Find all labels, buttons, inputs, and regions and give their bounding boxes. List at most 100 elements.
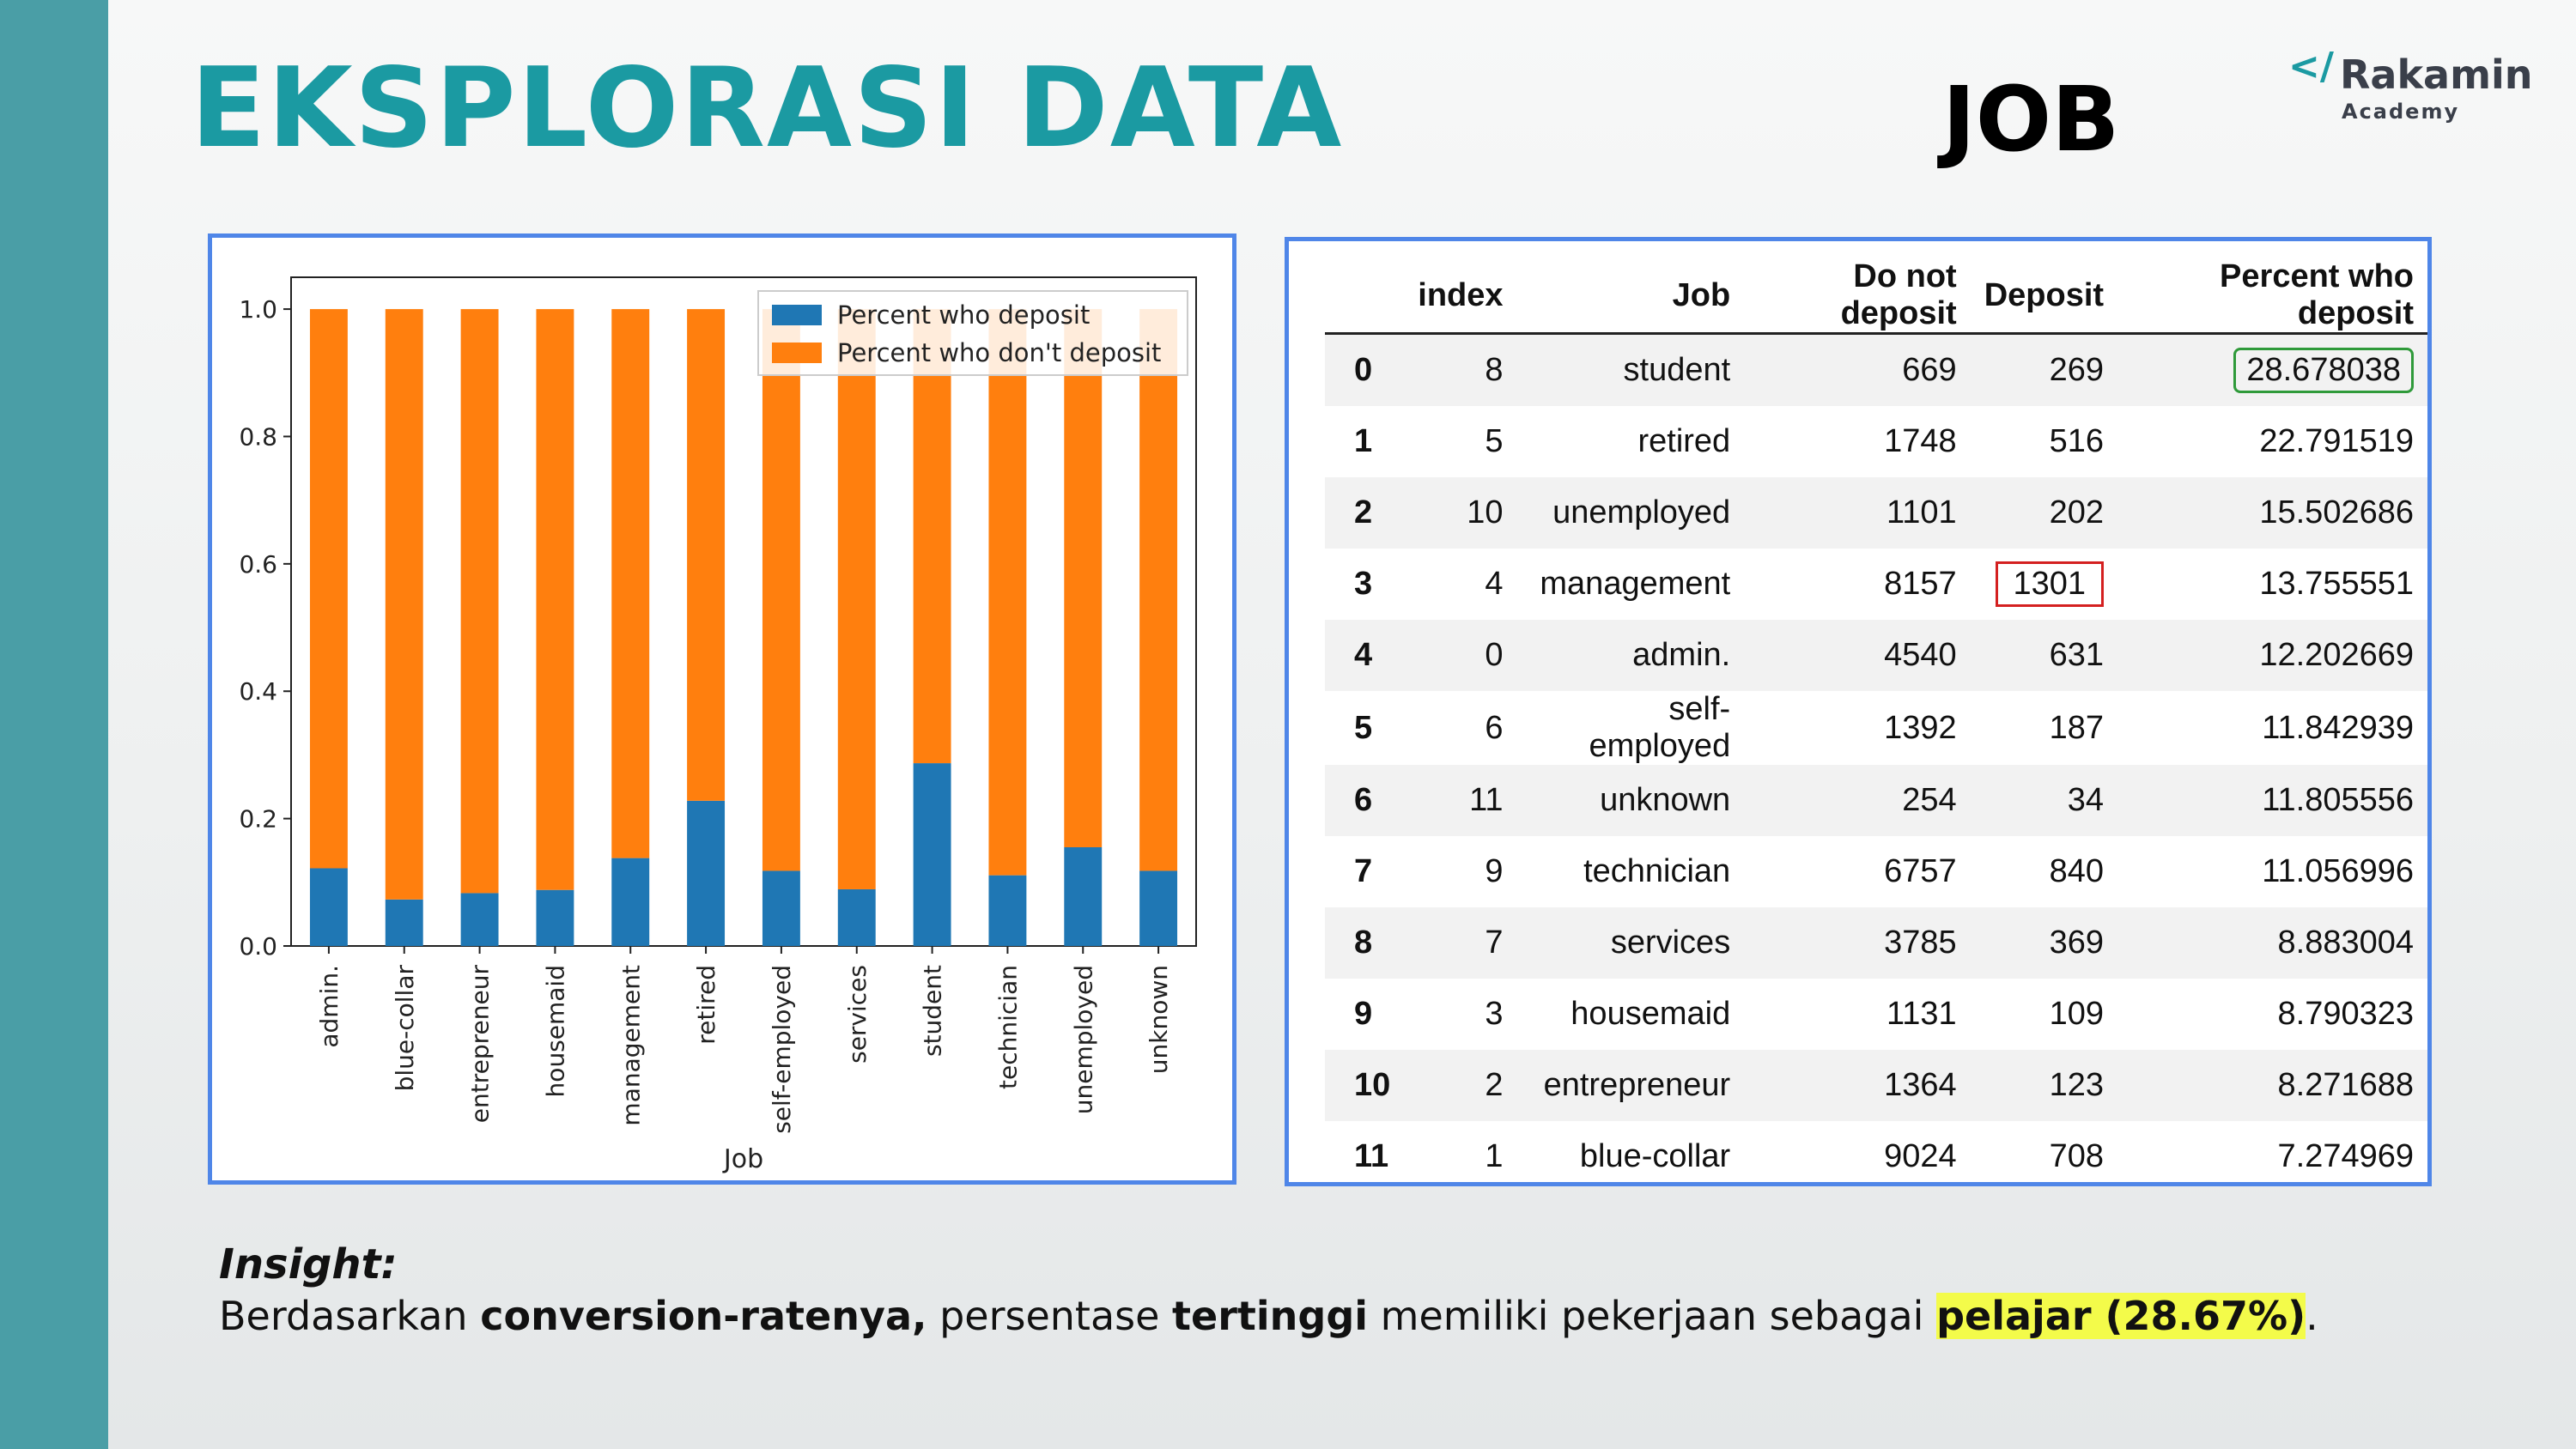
table-cell: 13.755551 bbox=[2259, 566, 2414, 602]
insight-part: memiliki pekerjaan sebagai bbox=[1368, 1293, 1937, 1339]
table-cell: 1101 bbox=[1744, 477, 1971, 549]
table-cell: 2 bbox=[1325, 477, 1405, 549]
logo-mark-icon: </ bbox=[2288, 45, 2334, 88]
insight-label: Insight: bbox=[219, 1240, 398, 1288]
legend-box bbox=[757, 290, 1188, 376]
bar-deposit bbox=[913, 763, 951, 946]
table-cell: 4540 bbox=[1744, 620, 1971, 691]
table-cell: 0 bbox=[1325, 333, 1405, 406]
table-cell: student bbox=[1516, 333, 1745, 406]
bar-no-deposit bbox=[460, 309, 499, 894]
table-cell: 1392 bbox=[1884, 709, 1957, 746]
table-cell: retired bbox=[1637, 423, 1731, 459]
table-cell: admin. bbox=[1516, 620, 1745, 691]
table-cell: 8157 bbox=[1884, 566, 1957, 602]
table-cell: 7 bbox=[1354, 853, 1373, 889]
table-cell: 9 bbox=[1354, 996, 1373, 1032]
bar-no-deposit bbox=[762, 309, 800, 871]
table-cell: 123 bbox=[1970, 1050, 2118, 1121]
bar-deposit bbox=[837, 888, 876, 946]
table-header-cell: index bbox=[1404, 258, 1517, 335]
table-cell: services bbox=[1516, 907, 1745, 979]
bar-no-deposit bbox=[1139, 309, 1178, 871]
table-row: 3 4 management 8157 1301 13.755551 bbox=[1325, 549, 2427, 620]
table-cell: 708 bbox=[2049, 1138, 2105, 1174]
table-row: 10 2 entrepreneur 1364 123 8.271688 bbox=[1325, 1050, 2427, 1121]
logo-subtitle: Academy bbox=[2342, 100, 2460, 124]
table-header-cell bbox=[1325, 258, 1405, 335]
highlight-max-deposit: 1301 bbox=[1995, 561, 2105, 607]
bar-deposit bbox=[1139, 870, 1178, 946]
table-header-cell: Percent who deposit bbox=[2117, 258, 2427, 335]
table-cell: technician bbox=[1583, 853, 1731, 889]
table-cell: 269 bbox=[1970, 333, 2118, 406]
bar-deposit bbox=[1064, 847, 1103, 946]
table-row: 6 11 unknown 254 34 11.805556 bbox=[1325, 765, 2427, 836]
table-cell: 11 bbox=[1404, 765, 1517, 836]
bar-deposit bbox=[385, 899, 423, 946]
x-tick-label: unemployed bbox=[1069, 965, 1097, 1114]
table-row: 1 5 retired 1748 516 22.791519 bbox=[1325, 406, 2427, 477]
table-cell: 11.805556 bbox=[2117, 765, 2427, 836]
table-cell: 0 bbox=[1404, 620, 1517, 691]
bar-deposit bbox=[687, 800, 726, 946]
table-cell: 3785 bbox=[1744, 907, 1971, 979]
y-tick-label: 0.8 bbox=[239, 422, 277, 451]
y-tick-label: 1.0 bbox=[239, 295, 277, 324]
bar-deposit bbox=[460, 893, 499, 946]
table-cell: 5 bbox=[1354, 709, 1373, 746]
table-cell: unemployed bbox=[1516, 477, 1745, 549]
x-axis-label: Job bbox=[722, 1144, 763, 1174]
legend-swatch bbox=[772, 343, 822, 363]
table-row: 5 6 self-employed 1392 187 11.842939 bbox=[1325, 691, 2427, 765]
x-tick-label: retired bbox=[692, 965, 720, 1045]
table-row: 4 0 admin. 4540 631 12.202669 bbox=[1325, 620, 2427, 691]
table-cell: 8.271688 bbox=[2117, 1050, 2427, 1121]
bar-deposit bbox=[611, 858, 650, 946]
table-cell: 631 bbox=[1970, 620, 2118, 691]
table-cell: 187 bbox=[2049, 709, 2105, 746]
x-tick-label: housemaid bbox=[541, 965, 569, 1097]
table-cell: housemaid bbox=[1571, 996, 1731, 1032]
table-cell: 840 bbox=[2049, 853, 2105, 889]
bar-no-deposit bbox=[611, 309, 650, 858]
table-header-cell: Job bbox=[1516, 258, 1745, 335]
bar-no-deposit bbox=[913, 309, 951, 764]
x-tick-label: blue-collar bbox=[391, 965, 419, 1092]
table-cell: 3 bbox=[1354, 566, 1373, 602]
y-tick-label: 0.0 bbox=[239, 932, 277, 961]
table-cell: blue-collar bbox=[1579, 1138, 1731, 1174]
side-accent-bar bbox=[0, 0, 108, 1449]
legend-label: Percent who deposit bbox=[837, 300, 1090, 330]
bar-no-deposit bbox=[988, 309, 1027, 876]
table-panel: index Job Do not deposit Deposit Percent who… bbox=[1285, 237, 2432, 1186]
table-cell: 1364 bbox=[1744, 1050, 1971, 1121]
table-cell: 109 bbox=[2049, 996, 2105, 1032]
table-cell: 669 bbox=[1744, 333, 1971, 406]
table-cell: 1748 bbox=[1884, 423, 1957, 459]
table-cell: 2 bbox=[1404, 1050, 1517, 1121]
table-cell: 9024 bbox=[1884, 1138, 1957, 1174]
bar-deposit bbox=[309, 868, 348, 946]
bar-deposit bbox=[762, 870, 800, 946]
x-tick-label: student bbox=[919, 965, 947, 1057]
table-row: 8 7 services 3785 369 8.883004 bbox=[1325, 907, 2427, 979]
table-cell: 11 bbox=[1354, 1138, 1389, 1174]
highlight-max-percent: 28.678038 bbox=[2233, 348, 2414, 393]
logo-name: Rakamin bbox=[2340, 52, 2533, 98]
table-cell: 34 bbox=[1970, 765, 2118, 836]
table-row: 0 8 student 669 269 28.678038 bbox=[1325, 333, 2427, 406]
table-header-cell: Do not deposit bbox=[1744, 258, 1971, 335]
table-cell: 12.202669 bbox=[2117, 620, 2427, 691]
table-cell: 5 bbox=[1485, 423, 1504, 459]
bar-deposit bbox=[988, 875, 1027, 946]
bar-no-deposit bbox=[385, 309, 423, 900]
table-cell: self-employed bbox=[1589, 691, 1731, 764]
table-cell: 3 bbox=[1485, 996, 1504, 1032]
table-cell: 1301 bbox=[1971, 549, 2117, 620]
table-row: 11 1 blue-collar 9024 708 7.274969 bbox=[1325, 1121, 2427, 1192]
table-row: 2 10 unemployed 1101 202 15.502686 bbox=[1325, 477, 2427, 549]
table-cell: 4 bbox=[1485, 566, 1504, 602]
legend-label: Percent who don't deposit bbox=[837, 338, 1161, 367]
x-tick-label: services bbox=[843, 965, 872, 1064]
